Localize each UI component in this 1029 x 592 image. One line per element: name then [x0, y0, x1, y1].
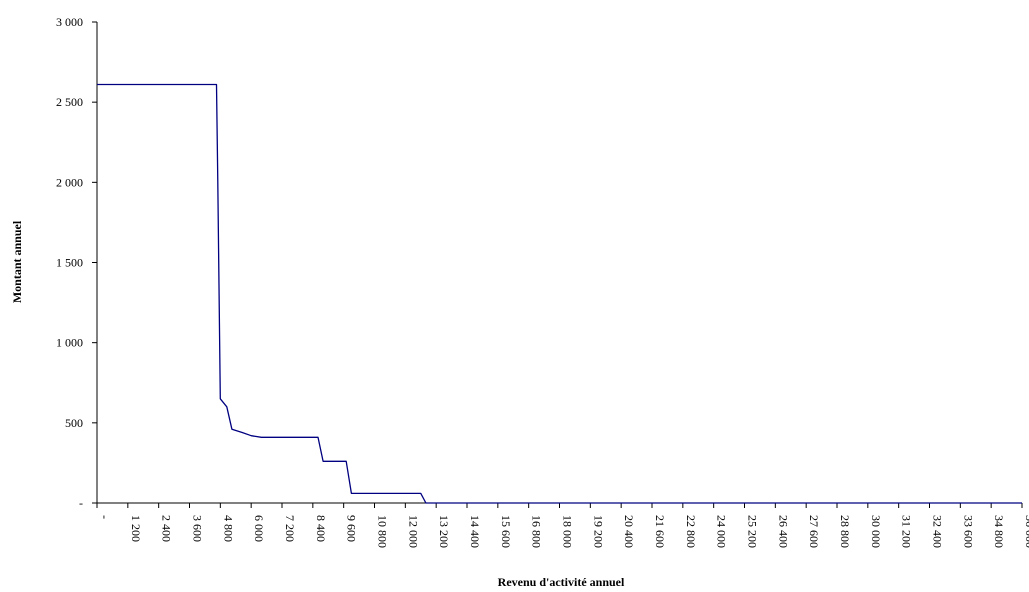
x-tick-label: 32 400	[931, 515, 945, 548]
x-tick-label: 33 600	[961, 515, 975, 548]
x-axis-title: Revenu d'activité annuel	[498, 575, 625, 589]
x-tick-label: 30 000	[869, 515, 883, 548]
y-tick-label: 2 500	[56, 95, 83, 109]
y-tick-label: 500	[65, 416, 83, 430]
x-tick-label: 36 000	[1023, 515, 1029, 548]
x-tick-label: 24 000	[715, 515, 729, 548]
y-tick-label: 1 500	[56, 256, 83, 270]
y-tick-label: 3 000	[56, 15, 83, 29]
x-tick-label: 19 200	[591, 515, 605, 548]
x-tick-label: 20 400	[622, 515, 636, 548]
x-tick-label: 12 000	[406, 515, 420, 548]
series-line	[97, 83, 1022, 504]
series-layer	[97, 83, 1022, 504]
y-tick-label: -	[79, 496, 83, 510]
x-tick-label: 14 400	[468, 515, 482, 548]
y-tick-label: 2 000	[56, 175, 83, 189]
x-tick-label: 2 400	[160, 515, 174, 542]
x-tick-label: 4 800	[221, 515, 235, 542]
x-tick-label: 21 600	[653, 515, 667, 548]
x-tick-label: 25 200	[746, 515, 760, 548]
x-tick-label: 1 200	[129, 515, 143, 542]
x-tick-label: -	[98, 515, 112, 519]
x-tick-label: 15 600	[499, 515, 513, 548]
x-tick-label: 18 000	[561, 515, 575, 548]
x-tick-label: 16 800	[530, 515, 544, 548]
x-tick-label: 34 800	[992, 515, 1006, 548]
x-axis: - 1 200 2 400 3 600 4 800 6 000 7 200 8 400 9 60…	[96, 502, 1029, 548]
x-tick-label: 7 200	[283, 515, 297, 542]
x-tick-label: 6 000	[252, 515, 266, 542]
y-axis-title: Montant annuel	[10, 220, 24, 303]
x-tick-label: 22 800	[684, 515, 698, 548]
x-tick-label: 3 600	[191, 515, 205, 542]
x-tick-label: 31 200	[900, 515, 914, 548]
x-tick-label: 9 600	[345, 515, 359, 542]
x-tick-label: 26 400	[776, 515, 790, 548]
x-tick-label: 10 800	[376, 515, 390, 548]
y-axis: - 500 1 000 1 500 2 000 2 500 3 000	[56, 15, 98, 510]
x-tick-label: 27 600	[807, 515, 821, 548]
x-tick-label: 13 200	[437, 515, 451, 548]
y-tick-label: 1 000	[56, 336, 83, 350]
x-tick-label: 28 800	[838, 515, 852, 548]
x-tick-label: 8 400	[314, 515, 328, 542]
